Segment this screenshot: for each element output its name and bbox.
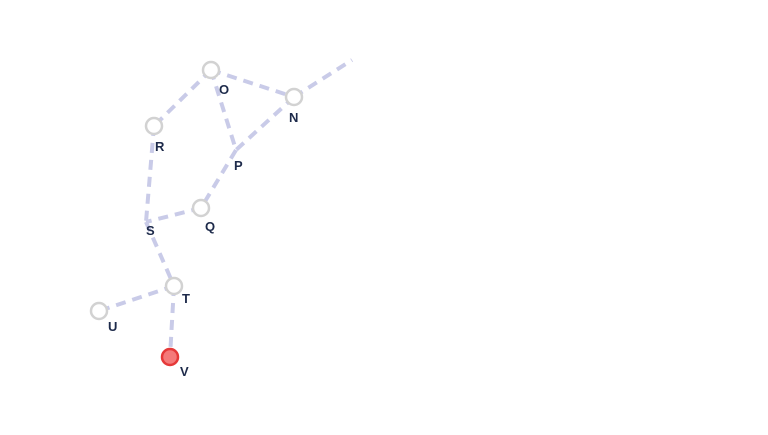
node-q[interactable] <box>191 198 211 218</box>
edge-R-S <box>144 125 156 223</box>
node-u[interactable] <box>89 301 109 321</box>
node-label-r: R <box>155 139 165 154</box>
edge-N-offscreen <box>292 58 354 99</box>
node-t[interactable] <box>164 276 184 296</box>
edge-T-U <box>98 284 175 313</box>
node-label-o: O <box>219 82 229 97</box>
node-o[interactable] <box>201 60 221 80</box>
node-label-u: U <box>108 319 117 334</box>
edge-T-V <box>168 285 176 358</box>
edge-O-R <box>152 68 213 128</box>
edge-O-N <box>210 68 295 99</box>
edge-N-P <box>234 95 296 152</box>
edge-P-Q <box>199 148 238 210</box>
node-label-q: Q <box>205 219 215 234</box>
edge-Q-S <box>145 206 202 224</box>
node-label-s: S <box>146 223 155 238</box>
node-label-v: V <box>180 364 189 379</box>
node-v[interactable] <box>160 347 180 367</box>
edge-S-T <box>144 221 176 287</box>
node-r[interactable] <box>144 116 164 136</box>
graph-edges <box>98 58 354 358</box>
node-label-p: P <box>234 158 243 173</box>
graph-nodes <box>89 60 304 367</box>
node-n[interactable] <box>284 87 304 107</box>
graph-labels: O N R P Q S T U V <box>108 82 298 379</box>
node-label-t: T <box>182 291 190 306</box>
node-label-n: N <box>289 110 298 125</box>
edge-O-P <box>209 69 238 151</box>
